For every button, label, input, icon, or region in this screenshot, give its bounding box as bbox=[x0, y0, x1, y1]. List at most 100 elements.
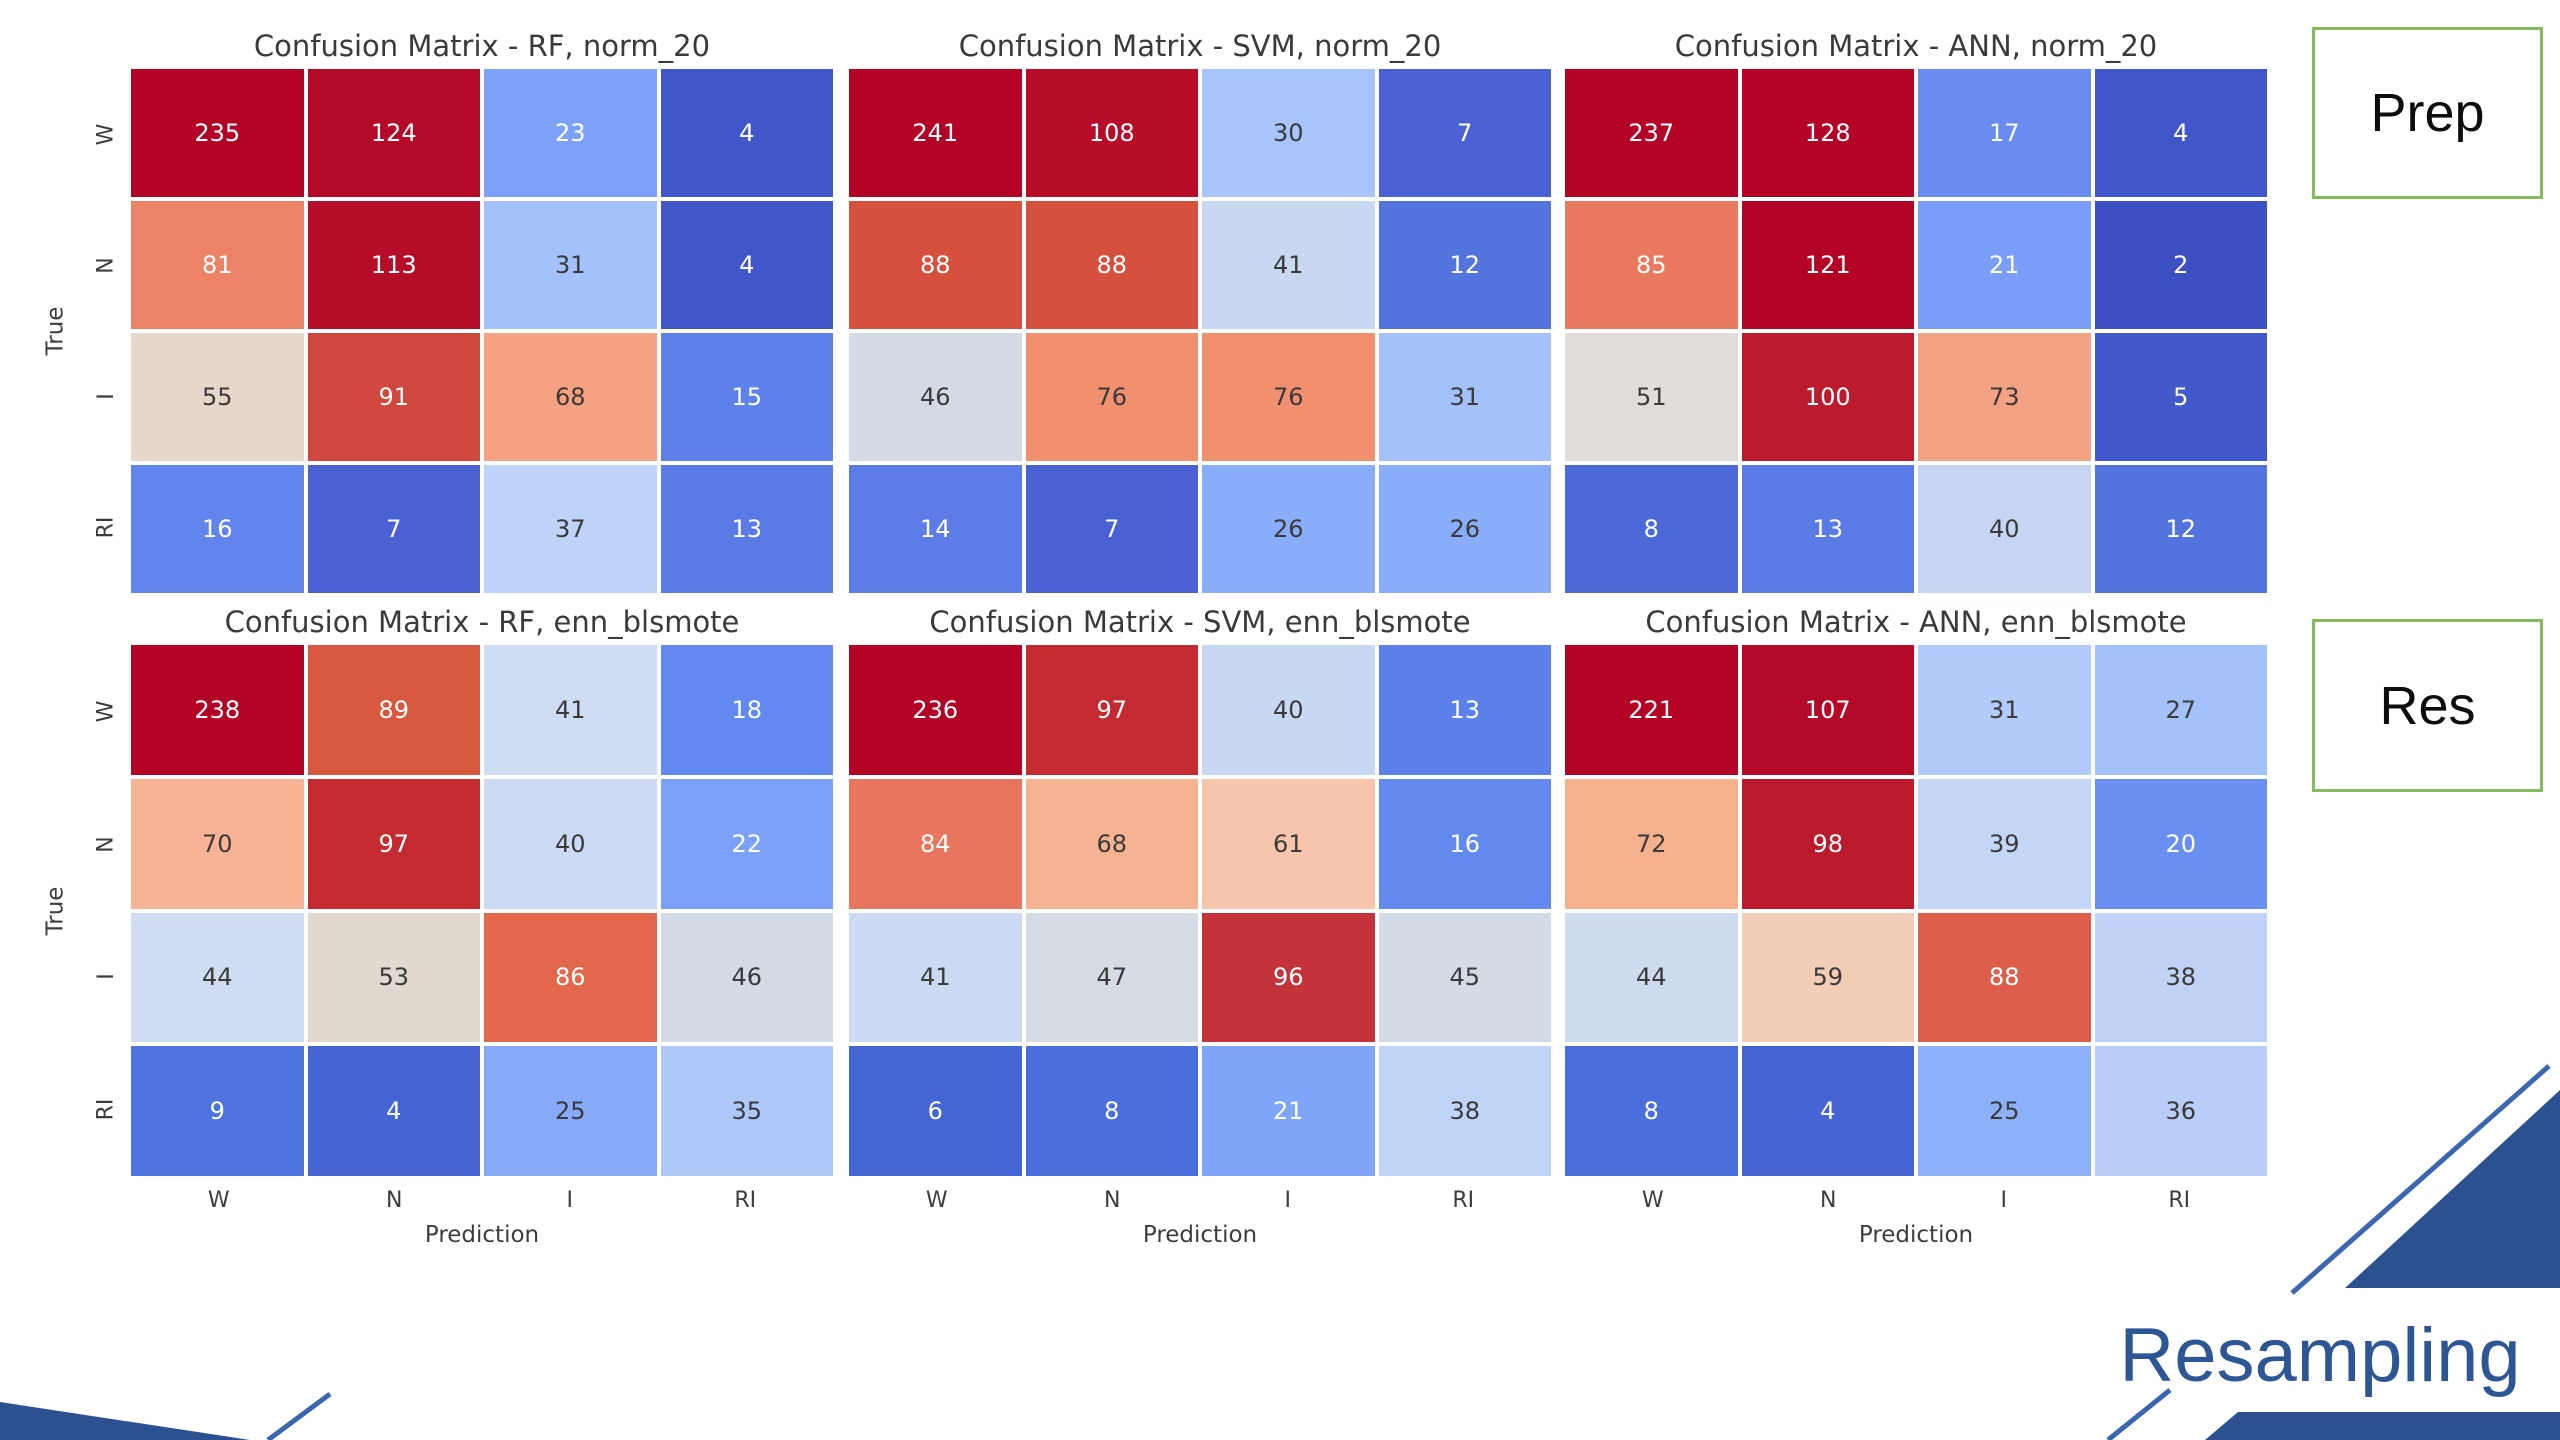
heatmap-cell: 41 bbox=[849, 912, 1022, 1043]
y-axis-label: True bbox=[42, 306, 69, 356]
y-tick-label: RI bbox=[93, 516, 119, 539]
heatmap-cell: 89 bbox=[307, 645, 480, 775]
heatmap-cell: 40 bbox=[484, 778, 657, 909]
x-axis-ticks: W N I RI bbox=[849, 1188, 1551, 1213]
heatmap-cell: 84 bbox=[849, 778, 1022, 909]
y-tick-label: RI bbox=[93, 1098, 119, 1121]
heatmap-cell: 13 bbox=[1378, 645, 1551, 775]
heatmap-cell: 88 bbox=[1918, 912, 2091, 1043]
heatmap-title: Confusion Matrix - RF, norm_20 bbox=[253, 29, 711, 63]
heatmap-cell: 53 bbox=[307, 912, 480, 1043]
x-axis-ticks: W N I RI bbox=[1565, 1188, 2267, 1213]
heatmap-cell: 72 bbox=[1565, 778, 1738, 909]
heatmap-cell: 13 bbox=[660, 465, 833, 593]
heatmap-cell: 40 bbox=[1202, 645, 1375, 775]
heatmap-cell: 4 bbox=[1741, 1046, 1914, 1176]
y-tick-label: I bbox=[93, 393, 119, 400]
heatmap-cell: 237 bbox=[1565, 69, 1738, 197]
heatmap-cell: 107 bbox=[1741, 645, 1914, 775]
heatmap-cell: 241 bbox=[849, 69, 1022, 197]
heatmap-cell: 22 bbox=[660, 778, 833, 909]
heatmap-cell: 12 bbox=[1378, 201, 1551, 329]
heatmap-cell: 26 bbox=[1202, 465, 1375, 593]
heatmap-cell: 41 bbox=[1202, 201, 1375, 329]
heatmap-cell: 21 bbox=[1918, 201, 2091, 329]
x-tick-label: RI bbox=[2168, 1188, 2191, 1213]
heatmap-cell: 236 bbox=[849, 645, 1022, 775]
y-axis-label: True bbox=[42, 886, 69, 935]
y-tick-label: W bbox=[93, 700, 119, 723]
heatmap-cell: 51 bbox=[1565, 333, 1738, 461]
x-axis-label: Prediction bbox=[424, 1222, 540, 1248]
heatmap-cell: 30 bbox=[1202, 69, 1375, 197]
confusion-matrix-svm-norm20: Confusion Matrix - SVM, norm_20 241 108 30… bbox=[849, 29, 1551, 593]
heatmap-cell: 17 bbox=[1918, 69, 2091, 197]
x-axis-label: Prediction bbox=[1142, 1222, 1258, 1248]
y-tick-label: W bbox=[93, 123, 119, 146]
resampling-caption: Resampling bbox=[2119, 1313, 2521, 1398]
prep-label: Prep bbox=[2370, 83, 2485, 143]
heatmap-cell: 91 bbox=[307, 333, 480, 461]
heatmap-cell: 68 bbox=[484, 333, 657, 461]
confusion-matrix-rf-norm20: Confusion Matrix - RF, norm_20 235 124 23 4… bbox=[42, 29, 833, 593]
x-tick-label: RI bbox=[734, 1188, 757, 1213]
y-tick-label: I bbox=[93, 973, 119, 981]
heatmap-cell: 25 bbox=[484, 1046, 657, 1176]
confusion-matrix-ann-ennblsmote: Confusion Matrix - ANN, enn_blsmote 221 1… bbox=[1565, 605, 2267, 1248]
x-tick-label: N bbox=[1820, 1188, 1837, 1213]
heatmap-cell: 73 bbox=[1918, 333, 2091, 461]
heatmap-title: Confusion Matrix - SVM, enn_blsmote bbox=[929, 605, 1471, 639]
heatmap-cell: 81 bbox=[131, 201, 304, 329]
heatmap-cell: 238 bbox=[131, 645, 304, 775]
navy-bottom-band bbox=[2205, 1412, 2560, 1440]
heatmap-cell: 128 bbox=[1741, 69, 1914, 197]
heatmap-cell: 98 bbox=[1741, 778, 1914, 909]
heatmap-cell: 12 bbox=[2094, 465, 2267, 593]
heatmap-cell: 96 bbox=[1202, 912, 1375, 1043]
x-tick-label: W bbox=[925, 1188, 948, 1213]
heatmap-cell: 86 bbox=[484, 912, 657, 1043]
heatmap-cell: 26 bbox=[1378, 465, 1551, 593]
x-tick-label: W bbox=[207, 1188, 230, 1213]
heatmap-cell: 36 bbox=[2094, 1046, 2267, 1176]
heatmap-cell: 113 bbox=[307, 201, 480, 329]
heatmap-cell: 41 bbox=[484, 645, 657, 775]
heatmap-cell: 2 bbox=[2094, 201, 2267, 329]
heatmap-cell: 18 bbox=[660, 645, 833, 775]
x-tick-label: I bbox=[566, 1188, 574, 1213]
heatmap-grid: 221 107 31 27 72 98 39 20 44 59 88 38 8 4 25 36 bbox=[1565, 645, 2267, 1176]
y-tick-label: N bbox=[93, 835, 119, 853]
heatmap-cell: 40 bbox=[1918, 465, 2091, 593]
heatmap-cell: 221 bbox=[1565, 645, 1738, 775]
confusion-matrix-ann-norm20: Confusion Matrix - ANN, norm_20 237 128 17… bbox=[1565, 29, 2267, 593]
heatmap-cell: 108 bbox=[1025, 69, 1198, 197]
heatmap-cell: 38 bbox=[1378, 1046, 1551, 1176]
navy-triangle bbox=[2345, 1090, 2560, 1288]
heatmap-cell: 31 bbox=[1378, 333, 1551, 461]
y-tick-label: N bbox=[93, 257, 119, 274]
heatmap-cell: 4 bbox=[660, 201, 833, 329]
heatmap-cell: 39 bbox=[1918, 778, 2091, 909]
prep-label-box: Prep bbox=[2312, 27, 2543, 199]
heatmap-cell: 85 bbox=[1565, 201, 1738, 329]
heatmap-title: Confusion Matrix - RF, enn_blsmote bbox=[224, 605, 740, 639]
heatmap-grid: 237 128 17 4 85 121 21 2 51 100 73 5 8 13 40 12 bbox=[1565, 69, 2267, 593]
heatmap-grid: 236 97 40 13 84 68 61 16 41 47 96 45 6 8 21 38 bbox=[849, 645, 1551, 1176]
navy-bottom-left-line bbox=[266, 1391, 332, 1440]
heatmap-cell: 6 bbox=[849, 1046, 1022, 1176]
heatmap-title: Confusion Matrix - SVM, norm_20 bbox=[958, 29, 1442, 63]
heatmap-cell: 20 bbox=[2094, 778, 2267, 909]
heatmap-cell: 124 bbox=[307, 69, 480, 197]
heatmap-cell: 38 bbox=[2094, 912, 2267, 1043]
heatmap-cell: 9 bbox=[131, 1046, 304, 1176]
heatmap-cell: 31 bbox=[1918, 645, 2091, 775]
heatmap-cell: 7 bbox=[307, 465, 480, 593]
heatmap-cell: 27 bbox=[2094, 645, 2267, 775]
heatmap-cell: 121 bbox=[1741, 201, 1914, 329]
confusion-matrix-svm-ennblsmote: Confusion Matrix - SVM, enn_blsmote 236 9… bbox=[849, 605, 1551, 1248]
heatmap-cell: 45 bbox=[1378, 912, 1551, 1043]
heatmap-cell: 4 bbox=[660, 69, 833, 197]
heatmap-cell: 97 bbox=[1025, 645, 1198, 775]
heatmap-cell: 88 bbox=[849, 201, 1022, 329]
x-tick-label: I bbox=[1284, 1188, 1292, 1213]
